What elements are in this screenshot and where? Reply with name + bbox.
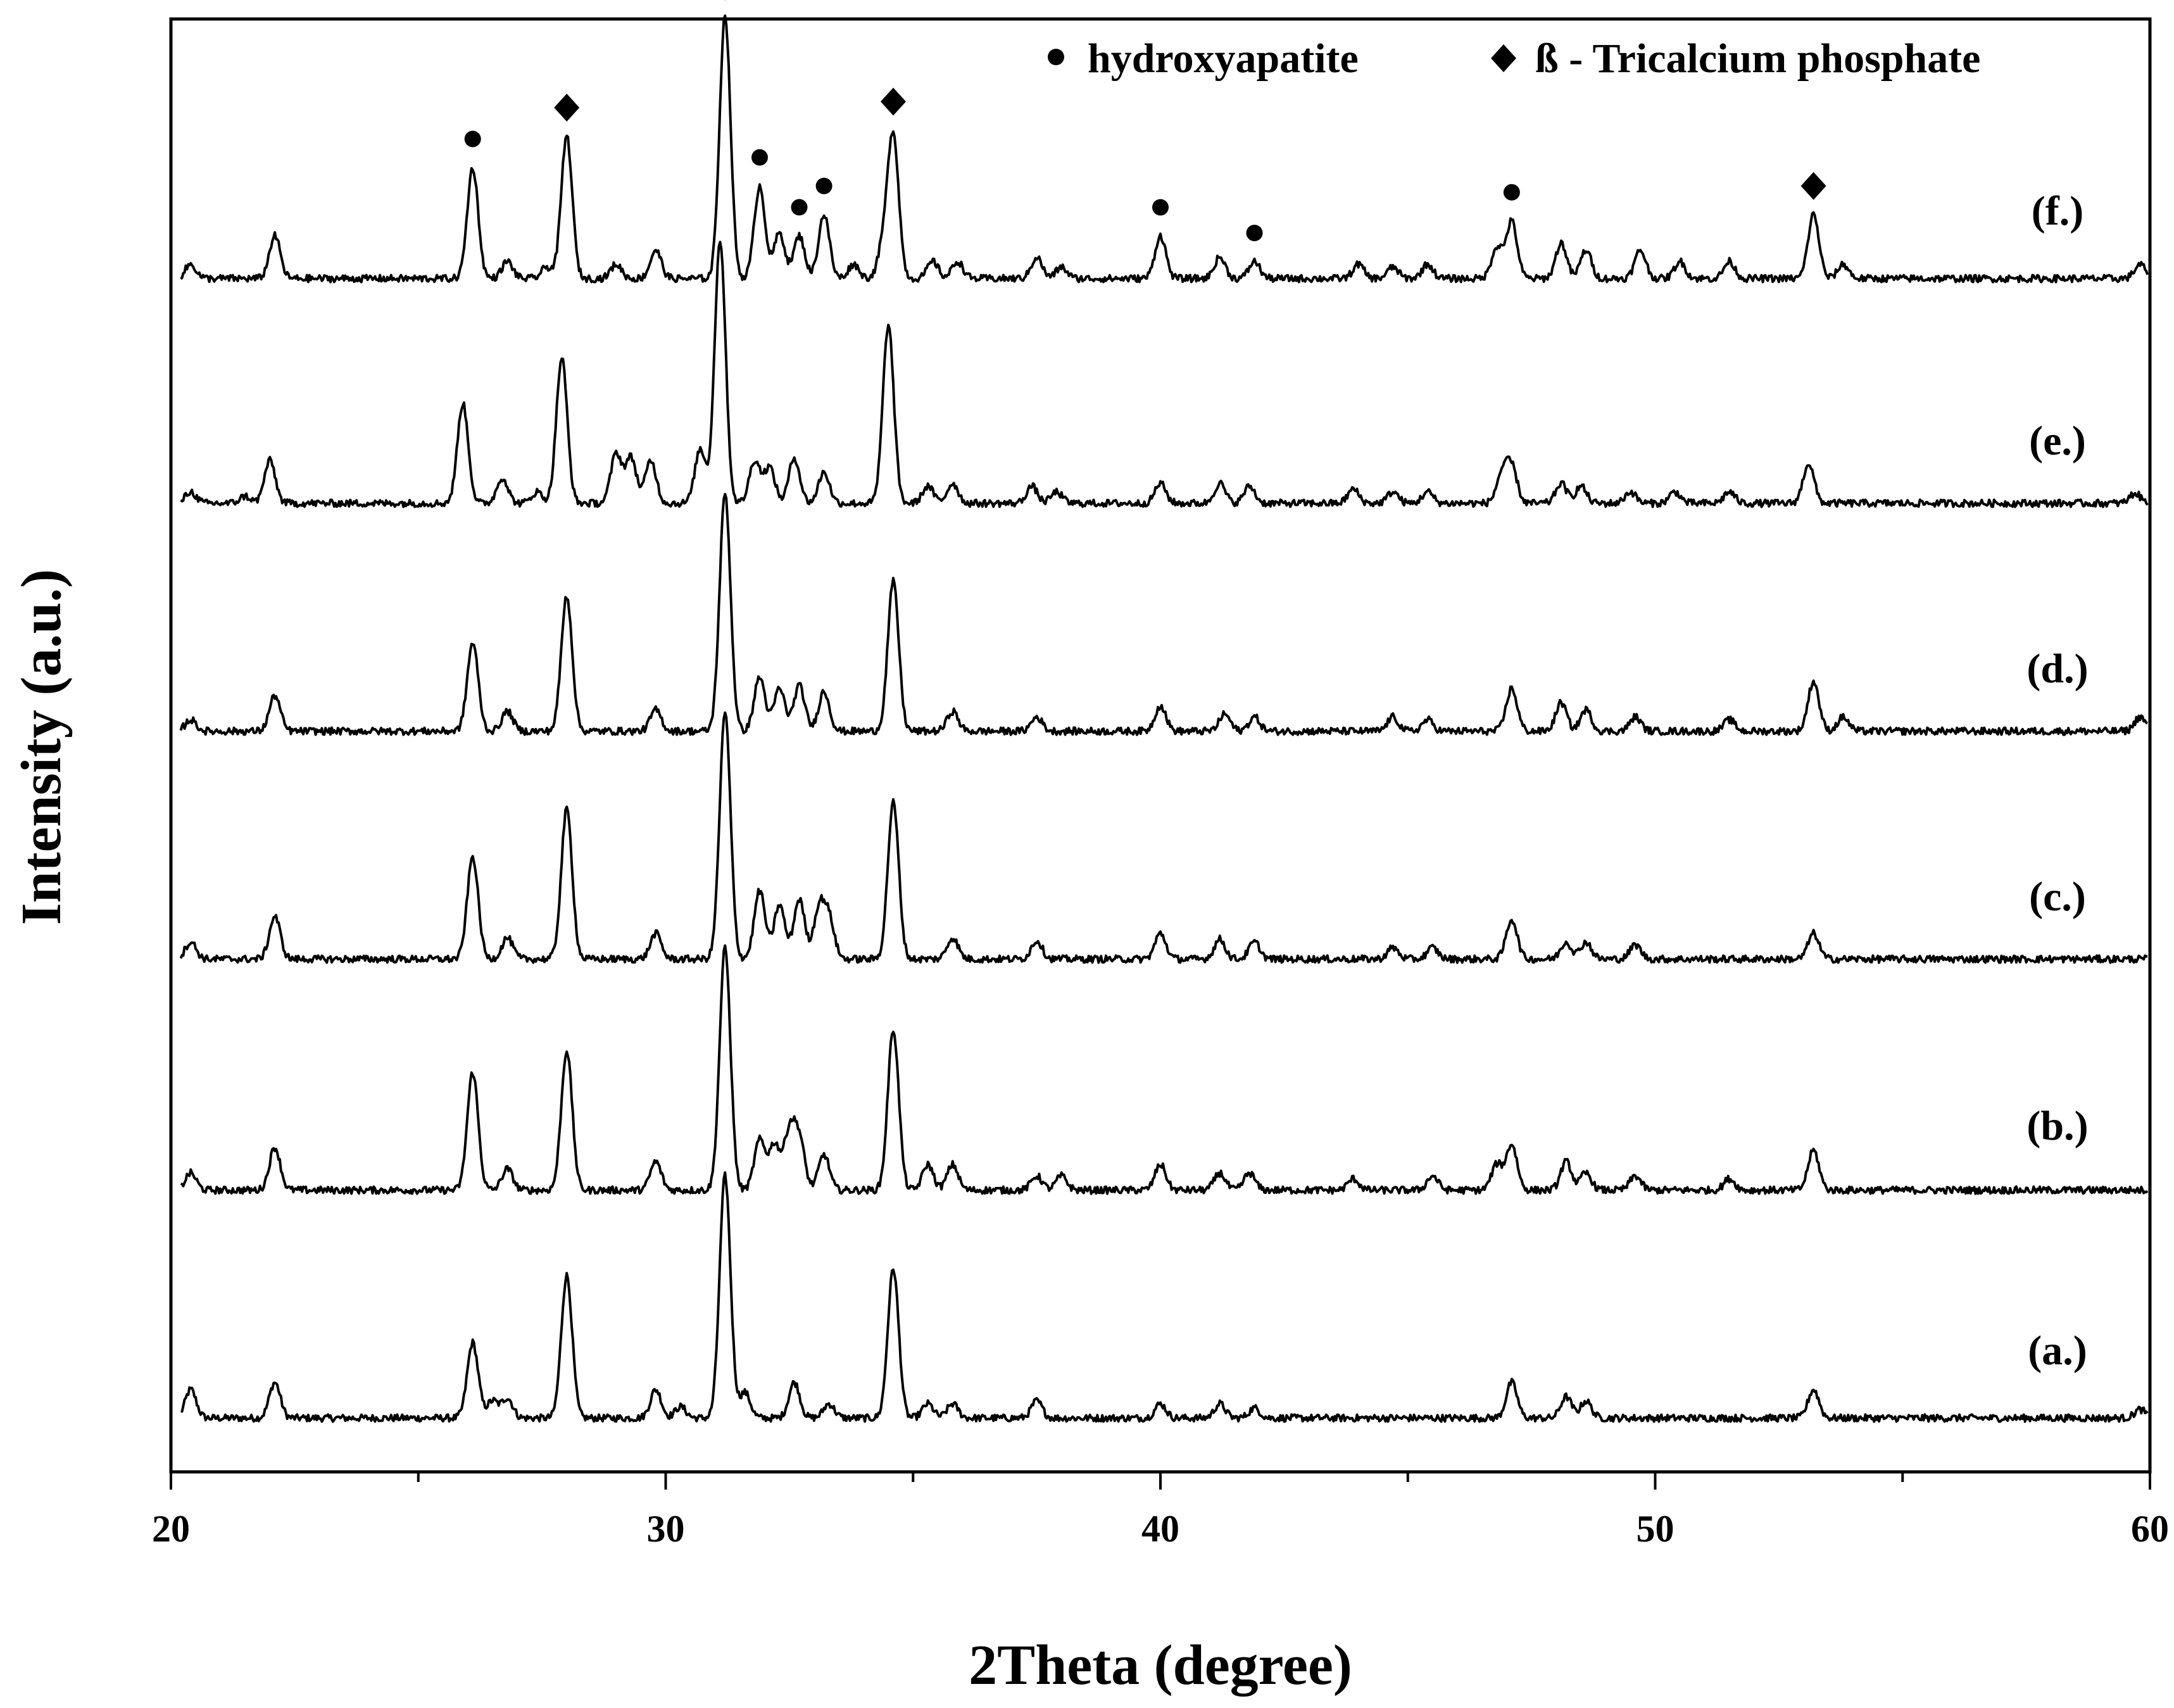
series-line-e [180,241,2149,508]
legend: hydroxyapatite ß - Tricalcium phosphate [1048,35,1980,82]
series-line-b [180,944,2149,1195]
x-axis-label: 2Theta (degree) [969,1634,1352,1697]
legend-tcp-marker [1491,44,1516,72]
series-line-f [180,14,2149,284]
series-line-d [179,493,2148,736]
y-axis-label: Intensity (a.u.) [10,569,73,926]
legend-tcp-label: ß - Tricalcium phosphate [1535,35,1980,82]
series-line-c [179,711,2148,964]
x-tick-label-60: 60 [2131,1508,2169,1550]
peak-marker-tcp [724,0,726,1]
peak-markers [464,0,1826,241]
peak-marker-hydroxyapatite [815,177,833,194]
peak-marker-hydroxyapatite [464,130,481,148]
peak-marker-hydroxyapatite [1152,199,1169,216]
peak-marker-tcp [554,93,580,122]
series-label-f: (f.) [2032,188,2083,234]
series-label-c: (c.) [2029,874,2086,920]
series-label-a: (a.) [2028,1328,2087,1374]
series-label-d: (d.) [2026,646,2088,692]
x-tick-label-20: 20 [152,1508,190,1550]
legend-hydroxyapatite-marker [1048,49,1064,65]
series-label-e: (e.) [2029,418,2086,464]
x-tick-label-40: 40 [1141,1508,1179,1550]
series-line-a [180,1171,2149,1423]
x-tick-label-50: 50 [1637,1508,1674,1550]
series-label-b: (b.) [2026,1103,2088,1149]
peak-marker-hydroxyapatite [1503,184,1520,201]
x-tick-label-30: 30 [647,1508,685,1550]
peak-marker-hydroxyapatite [751,149,768,166]
peak-marker-tcp [1800,172,1826,200]
peak-marker-tcp [880,87,906,116]
peak-marker-hydroxyapatite [1246,225,1263,241]
series-layer: (a.) (b.) (c.) (d.) (e.) (f.) [179,14,2149,1423]
legend-hydroxyapatite-label: hydroxyapatite [1088,35,1359,82]
x-axis-ticks: 20 30 40 50 60 [152,1472,2169,1550]
peak-marker-hydroxyapatite [791,199,808,216]
